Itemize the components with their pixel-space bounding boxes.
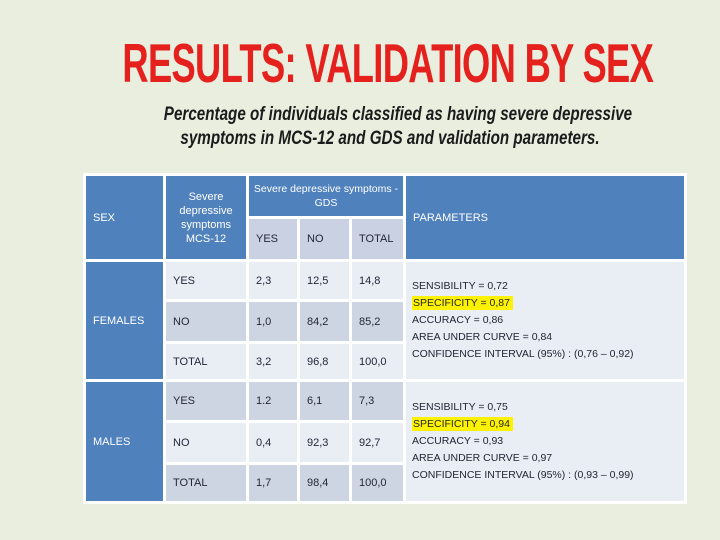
- row-label: NO: [166, 302, 246, 341]
- value-cell: 1,7: [249, 465, 297, 501]
- parameter-confidence-interval: CONFIDENCE INTERVAL (95%) : (0,93 – 0,99…: [412, 469, 634, 481]
- parameter-accuracy: ACCURACY = 0,93: [412, 435, 504, 447]
- gds-header-line-2: GDS: [314, 197, 338, 209]
- subtitle-line-2: symptoms in MCS-12 and GDS and validatio…: [180, 127, 600, 149]
- row-label: TOTAL: [166, 344, 246, 379]
- validation-table: SEX Severe depressive symptoms MCS-12 Se…: [83, 173, 687, 504]
- value-cell: 1,0: [249, 302, 297, 341]
- slide-title: RESULTS: VALIDATION BY SEX: [122, 32, 654, 94]
- value-cell: 7,3: [352, 382, 403, 420]
- parameters-females: SENSIBILITY = 0,72 SPECIFICITY = 0,87 AC…: [406, 262, 684, 379]
- value-cell: 84,2: [300, 302, 349, 341]
- value-cell: 92,7: [352, 423, 403, 462]
- col-header-gds: Severe depressive symptoms - GDS: [249, 176, 403, 216]
- parameters-males: SENSIBILITY = 0,75 SPECIFICITY = 0,94 AC…: [406, 382, 684, 501]
- parameter-specificity: SPECIFICITY = 0,94: [412, 416, 682, 433]
- row-label: NO: [166, 423, 246, 462]
- highlighted-value: SPECIFICITY = 0,94: [412, 417, 513, 431]
- sub-header-no: NO: [300, 219, 349, 259]
- row-group-males: MALES: [86, 382, 163, 501]
- value-cell: 1.2: [249, 382, 297, 420]
- parameter-sensibility: SENSIBILITY = 0,75: [412, 401, 508, 413]
- value-cell: 3,2: [249, 344, 297, 379]
- row-label: TOTAL: [166, 465, 246, 501]
- col-header-parameters: PARAMETERS: [406, 176, 684, 259]
- value-cell: 6,1: [300, 382, 349, 420]
- value-cell: 92,3: [300, 423, 349, 462]
- parameter-accuracy: ACCURACY = 0,86: [412, 314, 504, 326]
- col-header-sex: SEX: [86, 176, 163, 259]
- value-cell: 96,8: [300, 344, 349, 379]
- parameter-auc: AREA UNDER CURVE = 0,84: [412, 331, 553, 343]
- slide-subtitle: Percentage of individuals classified as …: [163, 102, 633, 150]
- value-cell: 14,8: [352, 262, 403, 299]
- parameter-specificity: SPECIFICITY = 0,87: [412, 295, 682, 312]
- sub-header-yes: YES: [249, 219, 297, 259]
- value-cell: 12,5: [300, 262, 349, 299]
- sub-header-total: TOTAL: [352, 219, 403, 259]
- value-cell: 100,0: [352, 344, 403, 379]
- row-label: YES: [166, 382, 246, 420]
- value-cell: 100,0: [352, 465, 403, 501]
- highlighted-value: SPECIFICITY = 0,87: [412, 296, 513, 310]
- row-group-females: FEMALES: [86, 262, 163, 379]
- col-header-mcs12: Severe depressive symptoms MCS-12: [166, 176, 246, 259]
- parameter-auc: AREA UNDER CURVE = 0,97: [412, 452, 553, 464]
- value-cell: 85,2: [352, 302, 403, 341]
- parameter-confidence-interval: CONFIDENCE INTERVAL (95%) : (0,76 – 0,92…: [412, 348, 634, 360]
- value-cell: 2,3: [249, 262, 297, 299]
- row-label: YES: [166, 262, 246, 299]
- gds-header-line-1: Severe depressive symptoms -: [253, 183, 399, 195]
- subtitle-line-1: Percentage of individuals classified as …: [163, 103, 633, 125]
- value-cell: 0,4: [249, 423, 297, 462]
- parameter-sensibility: SENSIBILITY = 0,72: [412, 280, 508, 292]
- value-cell: 98,4: [300, 465, 349, 501]
